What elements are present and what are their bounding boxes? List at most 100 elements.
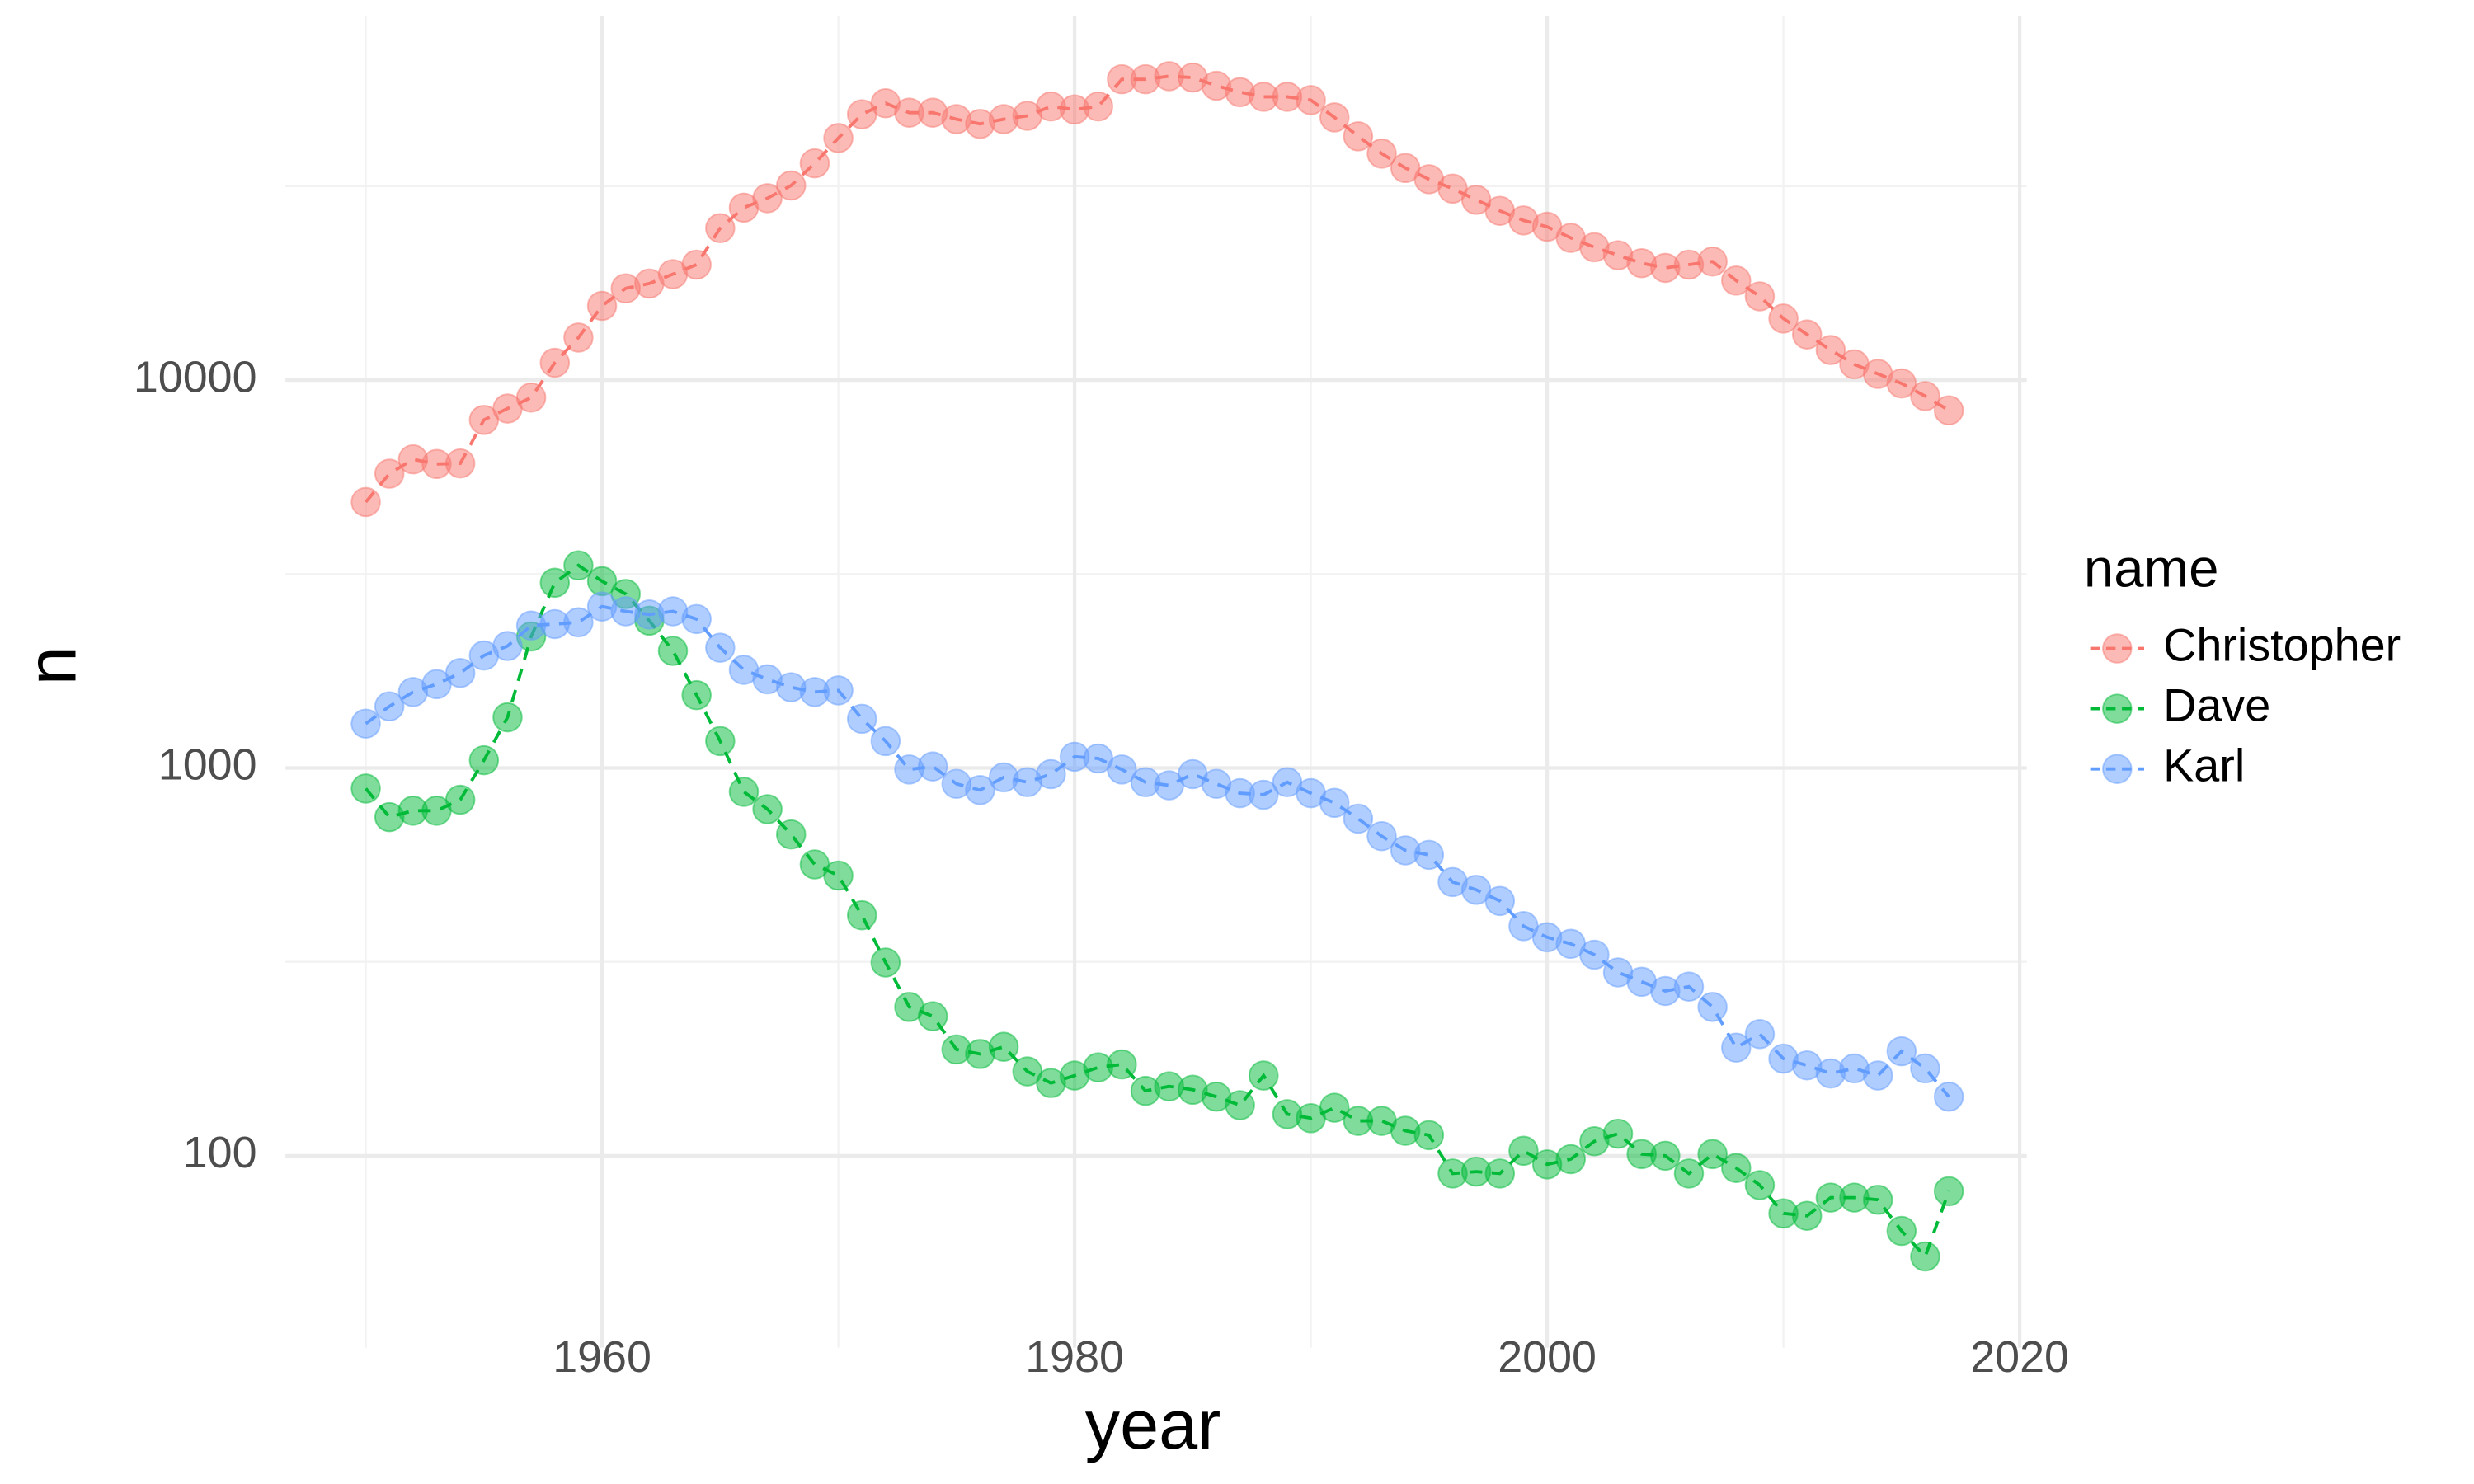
data-point (846, 899, 877, 931)
data-point (1910, 1053, 1940, 1084)
data-point (776, 170, 807, 201)
data-point (374, 458, 405, 489)
x-tick-label: 2020 (1970, 1332, 2069, 1382)
data-point (1886, 1215, 1917, 1247)
legend-title: name (2084, 538, 2219, 598)
legend-key-point (2102, 633, 2133, 664)
data-point (705, 726, 736, 757)
data-point (1343, 121, 1374, 152)
data-point (1673, 971, 1705, 1002)
data-point (870, 947, 901, 978)
data-point (1249, 1060, 1279, 1091)
y-tick-label: 10000 (134, 352, 257, 402)
data-point (563, 607, 594, 638)
data-point (1579, 939, 1610, 970)
x-tick-label: 2000 (1498, 1332, 1597, 1382)
legend-label: Christopher (2163, 619, 2401, 670)
data-point (965, 775, 995, 805)
data-point (681, 249, 712, 280)
data-point (444, 784, 476, 815)
data-point (563, 322, 594, 353)
data-point (1036, 758, 1066, 790)
data-point (1768, 303, 1799, 334)
data-point (846, 703, 877, 735)
data-point (1413, 839, 1445, 871)
data-point (1744, 1170, 1776, 1200)
data-point (1933, 395, 1964, 426)
data-point (1744, 281, 1776, 312)
x-tick-label: 1960 (553, 1332, 651, 1382)
data-point (539, 567, 571, 599)
data-point (444, 657, 476, 688)
data-point (705, 632, 736, 663)
data-point (1791, 319, 1823, 350)
data-point (1249, 779, 1279, 810)
data-point (1721, 1153, 1752, 1183)
x-tick-label: 1980 (1025, 1332, 1124, 1382)
data-point (1225, 1090, 1255, 1120)
data-point (350, 708, 381, 740)
data-point (1697, 1139, 1728, 1170)
data-point (1366, 139, 1397, 169)
data-point (870, 726, 901, 757)
data-point (1319, 102, 1350, 133)
data-point (1366, 820, 1397, 852)
data-point (1721, 1032, 1752, 1064)
data-point (1862, 1060, 1893, 1091)
data-point (681, 679, 712, 711)
data-point (1886, 1036, 1917, 1067)
data-point (1791, 1200, 1823, 1231)
data-point (1555, 1144, 1587, 1175)
data-point (515, 382, 547, 413)
data-point (1296, 85, 1326, 115)
data-point (1319, 787, 1350, 819)
data-point (1413, 1120, 1445, 1151)
data-point (1862, 1184, 1893, 1215)
data-point (1886, 368, 1917, 399)
data-point (563, 550, 594, 581)
y-tick-label: 100 (183, 1128, 257, 1177)
data-point (1508, 1135, 1539, 1167)
data-point (586, 290, 618, 322)
data-point (1602, 1118, 1634, 1149)
data-point (1107, 1049, 1137, 1080)
data-point (1721, 265, 1752, 296)
data-point (917, 751, 948, 782)
data-point (1107, 754, 1137, 785)
data-point (823, 123, 854, 153)
data-point (350, 486, 381, 518)
data-point (1650, 1140, 1681, 1172)
data-point (1933, 1081, 1964, 1112)
data-point (752, 183, 783, 214)
data-point (681, 603, 712, 635)
data-point (917, 1001, 948, 1031)
data-point (1697, 992, 1728, 1022)
x-axis-title: year (1085, 1385, 1221, 1463)
data-point (539, 347, 571, 378)
data-point (1484, 885, 1516, 917)
data-point (492, 631, 523, 661)
data-point (705, 213, 736, 244)
y-tick-label: 1000 (158, 740, 257, 790)
data-point (728, 777, 760, 807)
legend-key-point (2102, 693, 2133, 724)
data-point (823, 675, 854, 706)
legend-label: Karl (2163, 740, 2245, 791)
data-point (468, 744, 500, 776)
y-axis-title: n (12, 646, 91, 685)
data-point (988, 1031, 1019, 1062)
data-point (492, 702, 523, 733)
data-point (799, 148, 830, 179)
data-point (1910, 381, 1940, 411)
data-point (1744, 1018, 1776, 1050)
data-point (823, 860, 854, 891)
data-point (776, 819, 807, 850)
data-point (1319, 1092, 1350, 1123)
data-point (1933, 1176, 1964, 1207)
data-point (657, 636, 689, 666)
data-point (1343, 803, 1374, 834)
data-point (1910, 1241, 1940, 1272)
data-point (1083, 91, 1113, 122)
data-point (752, 794, 783, 824)
